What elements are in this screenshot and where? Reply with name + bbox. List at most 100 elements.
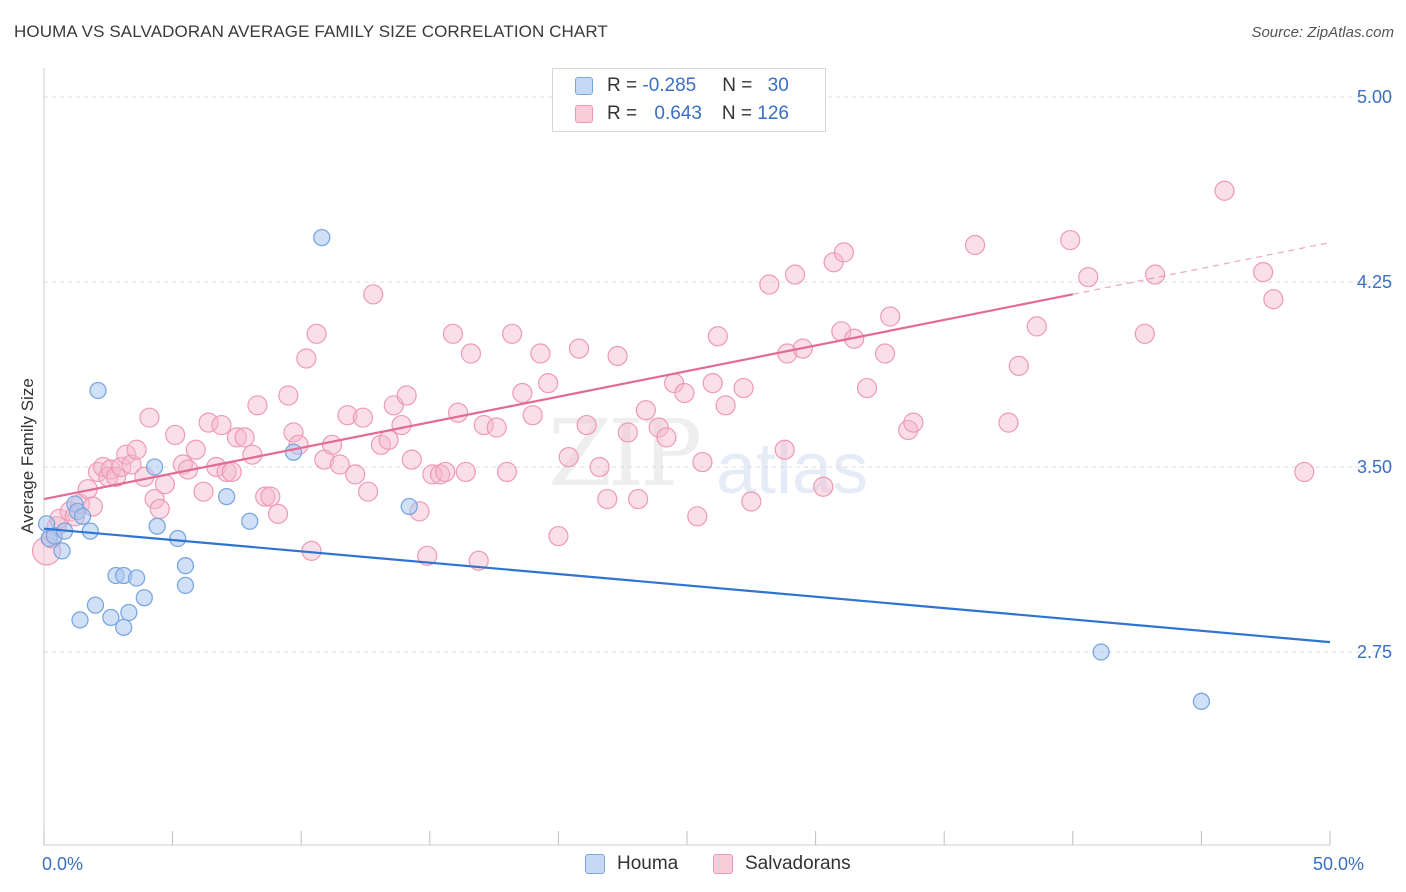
y-tick-label: 2.75 (1357, 642, 1392, 662)
salvadorans-point (337, 405, 358, 426)
legend-n-label: N = (722, 75, 758, 96)
salvadorans-points (31, 180, 1315, 571)
legend-r-label: R = (607, 103, 643, 124)
salvadorans-point (255, 486, 276, 507)
legend-n-value: 126 (757, 103, 789, 124)
salvadorans-point (116, 444, 137, 465)
salvadorans-swatch (575, 105, 593, 123)
legend-row-salvadorans: R = 0.643 N = 126 (575, 101, 789, 127)
houma-point (120, 603, 138, 622)
houma-point (89, 381, 107, 400)
salvadorans-point (278, 385, 299, 406)
tick-labels: 5.00 4.25 3.50 2.75 0.0% 50.0% Average Family … (18, 87, 1392, 874)
salvadorans-point (455, 461, 476, 483)
trend-lines (43, 241, 1331, 644)
salvadorans-point (589, 456, 610, 478)
salvadorans-point (692, 451, 713, 473)
salvadorans-point (833, 242, 854, 263)
axes (43, 68, 1331, 846)
legend-r-value: -0.285 (642, 75, 697, 96)
salvadorans-point (468, 550, 489, 571)
legend-r-value: 0.643 (654, 103, 702, 124)
salvadorans-point (702, 373, 723, 394)
salvadorans-point (198, 412, 219, 433)
houma-legend-label: Houma (617, 853, 679, 874)
salvadorans-point (874, 343, 896, 364)
salvadorans-point (1253, 262, 1274, 283)
salvadorans-point (144, 488, 165, 510)
salvadorans-point (597, 488, 618, 510)
salvadorans-point (607, 345, 628, 367)
salvadorans-trend-line (43, 293, 1074, 501)
salvadorans-point (715, 395, 736, 416)
houma-point (176, 576, 195, 595)
houma-point (53, 542, 71, 560)
salvadorans-point (435, 461, 456, 483)
legend-row-houma: R = -0.285 N = 30 (575, 73, 789, 99)
salvadorans-point (502, 323, 523, 344)
houma-point (127, 569, 146, 587)
salvadorans-point (429, 464, 451, 485)
houma-point (400, 497, 418, 516)
bottom-legend-houma[interactable]: Houma (585, 852, 678, 876)
salvadorans-point (345, 464, 366, 485)
salvadorans-point (234, 427, 255, 448)
salvadorans-point (1078, 266, 1099, 288)
salvadorans-point (105, 466, 127, 487)
salvadorans-point (964, 234, 986, 256)
salvadorans-point (628, 488, 649, 510)
bottom-legend-salvadorans[interactable]: Salvadorans (713, 852, 851, 876)
source-label: Source: ZipAtlas.com (1251, 24, 1394, 41)
x-tick-label: 50.0% (1313, 854, 1364, 874)
salvadorans-point (558, 447, 579, 468)
salvadorans-point (267, 503, 289, 524)
salvadorans-point (856, 377, 878, 399)
salvadorans-point (1294, 461, 1315, 483)
houma-point (176, 557, 195, 575)
salvadorans-point (635, 400, 656, 421)
houma-point (313, 228, 331, 247)
houma-point (145, 458, 164, 476)
salvadorans-point (568, 338, 590, 359)
salvadorans-point (687, 506, 708, 527)
houma-point (73, 507, 92, 525)
houma-point (148, 517, 166, 535)
houma-point (81, 522, 99, 540)
salvadorans-point (363, 284, 384, 305)
salvadorans-point (247, 395, 268, 416)
salvadorans-point (813, 476, 834, 497)
salvadorans-point (221, 461, 242, 483)
salvadorans-point (329, 454, 350, 475)
salvadorans-point (260, 486, 281, 507)
salvadorans-point (741, 491, 762, 512)
salvadorans-point (1214, 180, 1235, 201)
watermark-atlas: atlas (716, 429, 869, 509)
salvadorans-point (442, 323, 464, 344)
y-tick-label: 3.50 (1357, 457, 1392, 477)
legend-n-value: 30 (767, 75, 789, 96)
salvadorans-point (548, 525, 569, 547)
salvadorans-point (486, 417, 507, 438)
salvadorans-point (1263, 289, 1284, 310)
salvadorans-point (903, 412, 924, 433)
houma-swatch (575, 77, 593, 95)
salvadorans-point (674, 382, 695, 404)
salvadorans-point (226, 427, 247, 448)
houma-point (284, 443, 303, 461)
salvadorans-point (512, 382, 533, 404)
chart-title: HOUMA VS SALVADORAN AVERAGE FAMILY SIZE … (14, 22, 608, 41)
salvadorans-point (378, 429, 399, 450)
y-tick-label: 5.00 (1357, 87, 1392, 107)
salvadorans-point (447, 402, 469, 423)
salvadorans-point (352, 407, 374, 428)
salvadorans-point (306, 323, 327, 344)
salvadorans-point (496, 461, 518, 483)
salvadorans-point (422, 464, 443, 485)
houma-point (115, 618, 133, 636)
y-tick-label: 4.25 (1357, 272, 1392, 292)
houma-point (1092, 643, 1110, 661)
houma-point (217, 487, 236, 506)
salvadorans-point (784, 264, 806, 285)
salvadorans-point (617, 422, 638, 443)
legend-r-label: R = (607, 75, 643, 96)
